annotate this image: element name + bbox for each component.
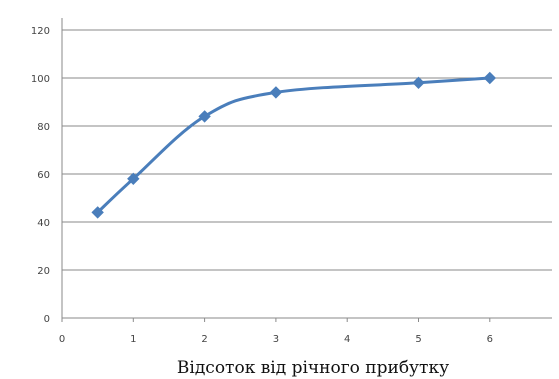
y-tick-label: 100 <box>31 74 50 85</box>
y-tick-label: 0 <box>44 314 50 325</box>
series-line-0 <box>96 76 490 214</box>
x-tick-label: 0 <box>59 334 65 345</box>
y-tick-labels: 0 20 40 60 80 100 120 <box>31 26 50 325</box>
axes <box>61 18 552 322</box>
x-tick-label: 2 <box>201 334 207 345</box>
x-tick-label: 1 <box>130 334 136 345</box>
y-tick-label: 80 <box>37 122 50 133</box>
data-point-marker <box>269 86 283 99</box>
data-point-marker <box>198 110 211 123</box>
x-tick-label: 4 <box>344 334 350 345</box>
data-point-marker <box>483 71 497 85</box>
grid-lines <box>62 29 552 271</box>
y-tick-label: 40 <box>37 218 50 229</box>
x-tick-label: 6 <box>487 334 493 345</box>
x-tick-label: 3 <box>273 334 279 345</box>
data-point-marker <box>127 172 140 186</box>
x-tick-label: 5 <box>415 334 421 345</box>
y-tick-label: 20 <box>37 266 50 277</box>
x-tick-labels: 0 1 2 3 4 5 6 <box>59 334 493 345</box>
series-layer <box>91 71 497 219</box>
data-point-marker <box>91 206 104 219</box>
y-tick-label: 60 <box>37 170 50 181</box>
x-axis-title: Відсоток від річного прибутку <box>177 358 449 378</box>
y-tick-label: 120 <box>31 26 50 37</box>
data-point-marker <box>412 76 425 90</box>
